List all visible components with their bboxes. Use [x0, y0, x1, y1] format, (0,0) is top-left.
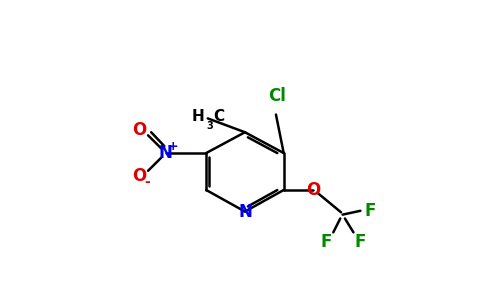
Text: C: C: [213, 110, 224, 124]
Text: Cl: Cl: [269, 87, 287, 105]
Text: H: H: [192, 110, 205, 124]
Text: 3: 3: [206, 121, 213, 131]
Text: O: O: [306, 181, 320, 199]
Text: O: O: [132, 121, 146, 139]
Text: O: O: [132, 167, 146, 185]
Text: F: F: [355, 233, 366, 251]
Text: +: +: [167, 140, 178, 153]
Text: -: -: [144, 175, 150, 189]
Text: N: N: [159, 144, 173, 162]
Text: F: F: [320, 233, 332, 251]
Text: N: N: [238, 203, 252, 221]
Text: F: F: [364, 202, 376, 220]
